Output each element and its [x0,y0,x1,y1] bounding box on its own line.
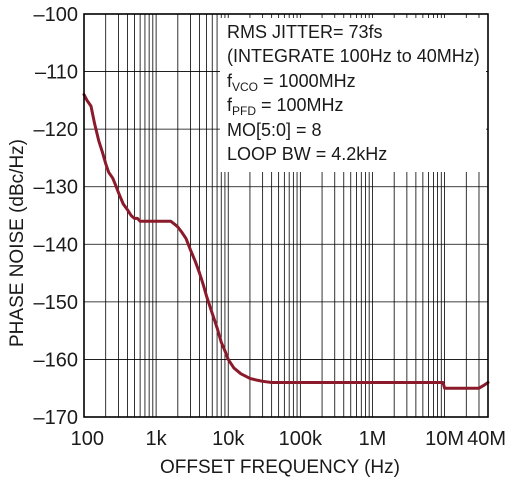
y-tick-label: –130 [34,177,79,199]
annotation-loop-bw: LOOP BW = 4.2kHz [227,144,387,164]
y-tick-labels: –100 –110 –120 –130 –140 –150 –160 –170 [34,4,79,429]
y-tick-label: –100 [34,4,79,26]
annotation-rms-jitter: RMS JITTER= 73fs [227,22,383,42]
x-tick-label: 10k [212,428,245,450]
y-tick-label: –150 [34,292,79,314]
phase-noise-series [82,93,490,390]
x-tick-label: 1M [359,428,387,450]
y-tick-label: –140 [34,234,79,256]
y-tick-label: –110 [35,62,78,84]
x-tick-label: 40M [467,428,506,450]
annotation-fvco-f: f [227,71,233,91]
grid [84,14,488,417]
annotation-fpfd: fPFD = 100MHz [227,95,344,118]
annotation-backdrop [220,18,486,172]
annotation-fvco: fVCO = 1000MHz [227,71,356,94]
y-tick-label: –160 [34,349,79,371]
x-tick-label: 100 [71,428,104,450]
y-tick-label: –170 [34,407,79,429]
annotation-fvco-value: = 1000MHz [258,71,356,91]
annotation-fvco-sub: VCO [232,80,258,94]
plot-frame [83,13,489,418]
annotation-mo: MO[5:0] = 8 [227,120,322,140]
annotation-fpfd-f: f [227,95,233,115]
y-tick-label: –120 [34,119,79,141]
y-axis-label: PHASE NOISE (dBc/Hz) [7,139,28,347]
annotation-integrate-range: (INTEGRATE 100Hz to 40MHz) [227,46,480,66]
x-tick-label: 100k [279,428,323,450]
x-tick-label: 1k [146,428,168,450]
x-tick-labels: 100 1k 10k 100k 1M 10M 40M [71,428,506,450]
annotation-box: RMS JITTER= 73fs (INTEGRATE 100Hz to 40M… [227,22,480,164]
annotation-fpfd-value: = 100MHz [256,95,344,115]
annotation-fpfd-sub: PFD [232,104,256,118]
x-axis-label: OFFSET FREQUENCY (Hz) [160,457,400,478]
x-tick-label: 10M [425,428,464,450]
